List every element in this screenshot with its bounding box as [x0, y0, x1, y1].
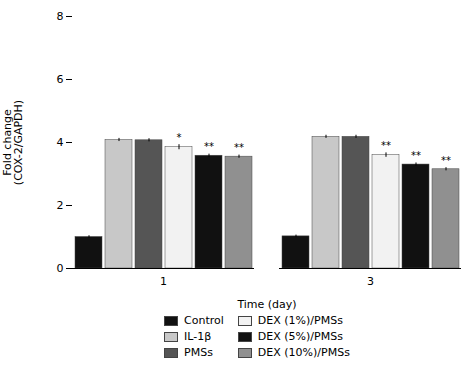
html-text:Control: Control — [184, 314, 224, 327]
svg-text:1: 1 — [160, 275, 167, 288]
svg-text:3: 3 — [367, 275, 374, 288]
html-text:IL-1β: IL-1β — [184, 330, 212, 343]
svg-text:**: ** — [381, 140, 391, 151]
svg-text:**: ** — [441, 155, 451, 166]
svg-text:8: 8 — [57, 10, 64, 23]
svg-text:**: ** — [411, 150, 421, 161]
svg-text:**: ** — [234, 142, 244, 153]
html-text:PMSs: PMSs — [184, 346, 213, 359]
svg-text:0: 0 — [57, 262, 64, 275]
html-text:DEX (10%)/PMSs: DEX (10%)/PMSs — [257, 346, 350, 359]
svg-text:**: ** — [204, 141, 214, 152]
svg-text:4: 4 — [57, 136, 64, 149]
svg-text:6: 6 — [57, 73, 64, 86]
svg-text:Fold change(COX-2/GAPDH): Fold change(COX-2/GAPDH) — [1, 100, 25, 185]
html-text:DEX (1%)/PMSs: DEX (1%)/PMSs — [257, 314, 343, 327]
svg-text:Time (day): Time (day) — [236, 298, 296, 311]
html-text:DEX (5%)/PMSs: DEX (5%)/PMSs — [257, 330, 343, 343]
svg-text:2: 2 — [57, 199, 64, 212]
svg-text:*: * — [177, 132, 182, 143]
